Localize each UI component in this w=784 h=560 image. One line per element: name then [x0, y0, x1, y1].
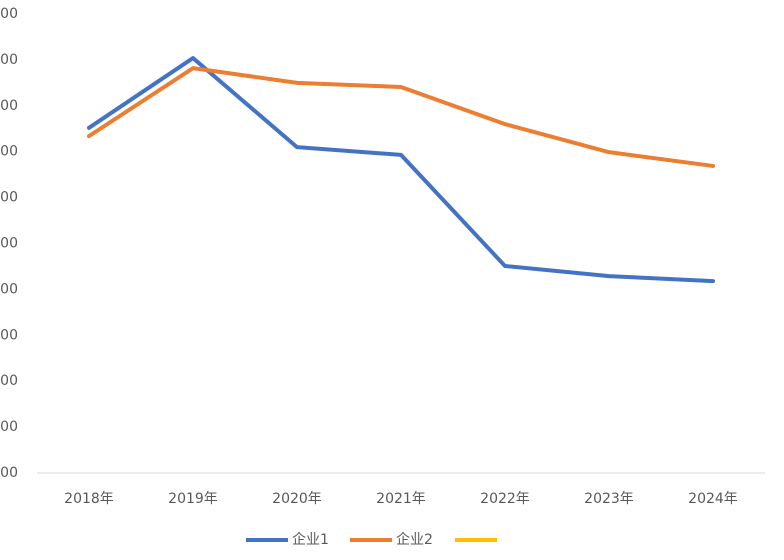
y-tick-label: 00 [0, 373, 18, 389]
series-line [87, 66, 715, 168]
x-tick-label: 2020年 [272, 491, 322, 507]
series-line [87, 56, 715, 284]
legend-label: 企业1 [292, 531, 329, 548]
x-tick-label: 2022年 [480, 491, 530, 507]
x-tick-label: 2024年 [688, 491, 738, 507]
y-tick-label: 00 [0, 327, 18, 343]
x-tick-label: 2018年 [64, 491, 114, 507]
y-tick-label: 00 [0, 6, 18, 22]
y-tick-label: 00 [0, 281, 18, 297]
y-tick-label: 00 [0, 419, 18, 435]
y-tick-label: 00 [0, 52, 18, 68]
y-tick-label: 00 [0, 465, 18, 481]
y-tick-label: 00 [0, 190, 18, 206]
x-tick-label: 2023年 [584, 491, 634, 507]
y-tick-label: 00 [0, 98, 18, 114]
y-tick-label: 00 [0, 236, 18, 252]
x-tick-label: 2021年 [376, 491, 426, 507]
x-tick-label: 2019年 [168, 491, 218, 507]
legend-label: 企业2 [396, 531, 433, 548]
y-tick-label: 00 [0, 144, 18, 160]
